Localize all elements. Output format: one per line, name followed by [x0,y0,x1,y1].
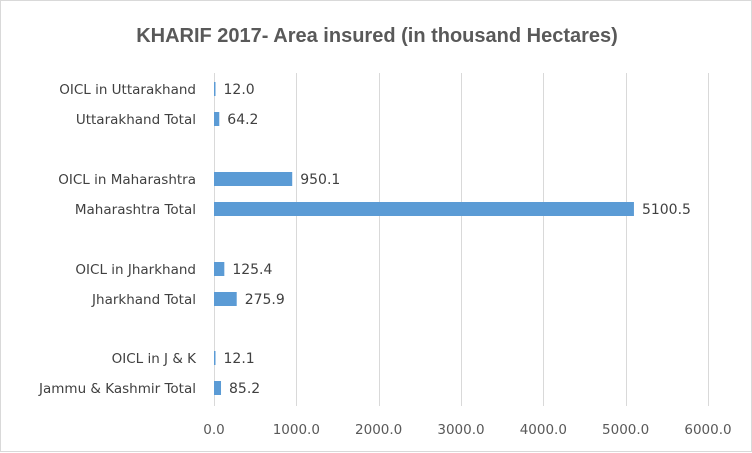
category-label: Maharashtra Total [75,202,196,218]
data-label: 5100.5 [642,202,691,218]
bar [214,381,222,395]
bars [214,82,634,395]
category-labels: OICL in Uttarakhand Uttarakhand Total OICL… [38,82,197,397]
category-label: OICL in J & K [112,351,198,367]
data-label: 275.9 [245,292,285,308]
data-label: 85.2 [229,381,260,397]
chart-title: KHARIF 2017- Area insured (in thousand H… [136,25,618,47]
data-label: 12.0 [224,82,255,98]
data-label: 125.4 [232,262,272,278]
x-tick-label: 2000.0 [355,422,402,438]
x-tick-label: 4000.0 [520,422,567,438]
x-tick-label: 1000.0 [273,422,320,438]
category-label: Jammu & Kashmir Total [38,381,196,397]
data-labels: 12.0 64.2 950.1 5100.5 125.4 275.9 12.1 85.2 [224,82,691,397]
x-axis-ticks: 0.0 1000.0 2000.0 3000.0 4000.0 5000.0 6000.0 [203,422,731,438]
category-label: Jharkhand Total [91,292,196,308]
data-label: 950.1 [300,172,340,188]
x-tick-label: 5000.0 [602,422,649,438]
gridlines [214,73,709,406]
bar [214,82,216,96]
category-label: OICL in Uttarakhand [59,82,196,98]
category-label: Uttarakhand Total [76,112,196,128]
bar [214,262,225,276]
bar [214,112,220,126]
bar [214,202,634,216]
x-tick-label: 3000.0 [437,422,484,438]
x-tick-label: 0.0 [203,422,224,438]
bar [214,172,293,186]
bar [214,292,237,306]
data-label: 12.1 [224,351,255,367]
bar [214,351,216,365]
x-tick-label: 6000.0 [684,422,731,438]
category-label: OICL in Jharkhand [75,262,196,278]
data-label: 64.2 [227,112,258,128]
category-label: OICL in Maharashtra [58,172,196,188]
